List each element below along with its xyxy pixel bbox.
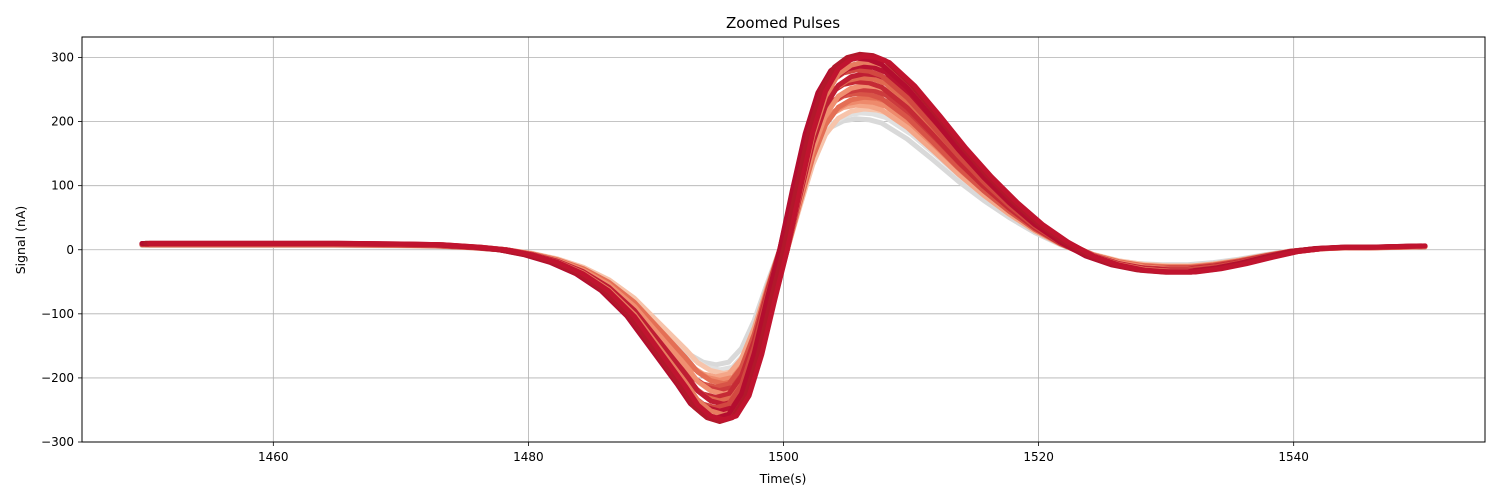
series-group xyxy=(139,51,1428,424)
x-tick-label: 1460 xyxy=(258,450,289,464)
x-axis-label: Time(s) xyxy=(759,471,807,486)
x-tick-label: 1500 xyxy=(768,450,799,464)
y-tick-label: −300 xyxy=(41,435,74,449)
y-tick-label: 200 xyxy=(51,115,74,129)
x-tick-label: 1540 xyxy=(1278,450,1309,464)
pulse-line-16 xyxy=(139,55,1420,421)
y-tick-label: −100 xyxy=(41,307,74,321)
y-tick-label: 300 xyxy=(51,51,74,65)
x-tick-label: 1480 xyxy=(513,450,544,464)
y-tick-label: −200 xyxy=(41,371,74,385)
pulse-line-18 xyxy=(147,53,1428,423)
ticks: 1460 1480 1500 1520 1540 −300 −200 −100 0 100 200 3… xyxy=(41,51,1309,464)
x-tick-label: 1520 xyxy=(1023,450,1054,464)
y-tick-label: 100 xyxy=(51,179,74,193)
y-tick-label: 0 xyxy=(66,243,74,257)
chart-title: Zoomed Pulses xyxy=(726,14,840,32)
y-axis-label: Signal (nA) xyxy=(13,206,28,275)
